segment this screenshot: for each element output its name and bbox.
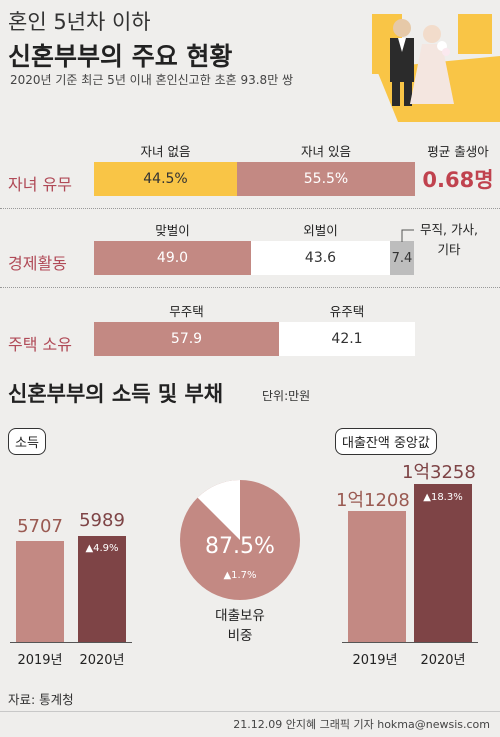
bar-label-dual-income: 49.0 [156,250,189,266]
loan-year-2019: 2019년 [352,653,398,668]
bar-with-children: 55.5% [237,162,415,196]
bar-dual-income: 49.0 [94,241,251,275]
income-year-2020: 2020년 [79,653,125,668]
segment-name-no-children: 자녀 없음 [140,144,191,159]
bar-label-single-income: 43.6 [304,250,337,266]
pie-slice-no-loan [197,480,240,540]
income-year-2019: 2019년 [17,653,63,668]
loan-2019-bar [348,511,406,642]
row-label-children: 자녀 유무 [8,175,72,194]
loan-2019-value: 1억1208 [336,490,410,511]
loan-ratio-caption-2: 비중 [227,628,253,644]
loan-ratio-caption-1: 대출보유 [215,608,265,624]
segment-name-other: 무직, 가사, 기타 [420,222,478,257]
title-line2: 신혼부부의 주요 현황 [8,42,233,71]
bar-no-children: 44.5% [94,162,237,196]
bar-label-with-children: 55.5% [303,171,349,187]
bar-label-no-children: 44.5% [143,171,188,187]
loan-year-2020: 2020년 [420,653,466,668]
callout-line [401,229,414,242]
segment-name-own-house: 유주택 [329,304,365,319]
source-note: 자료: 통계청 [8,692,74,707]
wedding-couple-icon [362,0,500,122]
income-2019-bar [16,541,64,642]
bar-other: 7.4 [390,241,414,275]
segment-name-single-income: 외벌이 [303,223,338,238]
loan-ratio-change: ▲1.7% [223,570,257,581]
income-2020-bar [78,536,126,642]
unit-label: 단위:만원 [262,389,311,403]
bar-label-other: 7.4 [391,250,413,266]
subtitle: 2020년 기준 최근 5년 이내 혼인신고한 초혼 93.8만 쌍 [10,73,294,87]
bar-single-income: 43.6 [251,241,390,275]
avg-births-value: 0.68명 [422,168,494,192]
row-label-housing: 주택 소유 [8,335,72,354]
income-change: ▲4.9% [85,543,119,554]
loan-ratio-value: 87.5% [205,534,275,559]
credit-line: 21.12.09 안지혜 그래픽 기자 hokma@newsis.com [233,718,490,731]
segment-name-with-children: 자녀 있음 [301,144,351,159]
loan-2020-value: 1억3258 [402,462,476,483]
footer-divider [0,711,500,712]
loan-ratio-pie [180,480,300,600]
row-label-economic: 경제활동 [8,254,67,273]
bar-own-house: 42.1 [279,322,415,356]
segment-name-dual-income: 맞벌이 [155,223,190,238]
divider [0,208,500,209]
loan-change: ▲18.3% [423,492,463,503]
income-2019-value: 5707 [17,516,63,537]
bar-label-no-house: 57.9 [170,331,203,347]
loan-baseline [342,642,478,643]
loan-median-label: 대출잔액 중앙값 [342,436,430,451]
segment-name-no-house: 무주택 [169,304,204,319]
bar-no-house: 57.9 [94,322,279,356]
income-pill: 소득 [8,428,46,455]
title-line1: 혼인 5년차 이하 [8,10,151,34]
income-label: 소득 [15,436,39,451]
section-title: 신혼부부의 소득 및 부채 [8,382,224,406]
bar-label-own-house: 42.1 [331,331,363,347]
income-baseline [10,642,132,643]
loan-2020-bar [414,484,472,642]
divider [0,287,500,288]
avg-births-label: 평균 출생아 [427,144,489,159]
loan-median-pill: 대출잔액 중앙값 [335,428,437,455]
income-2020-value: 5989 [79,510,125,531]
